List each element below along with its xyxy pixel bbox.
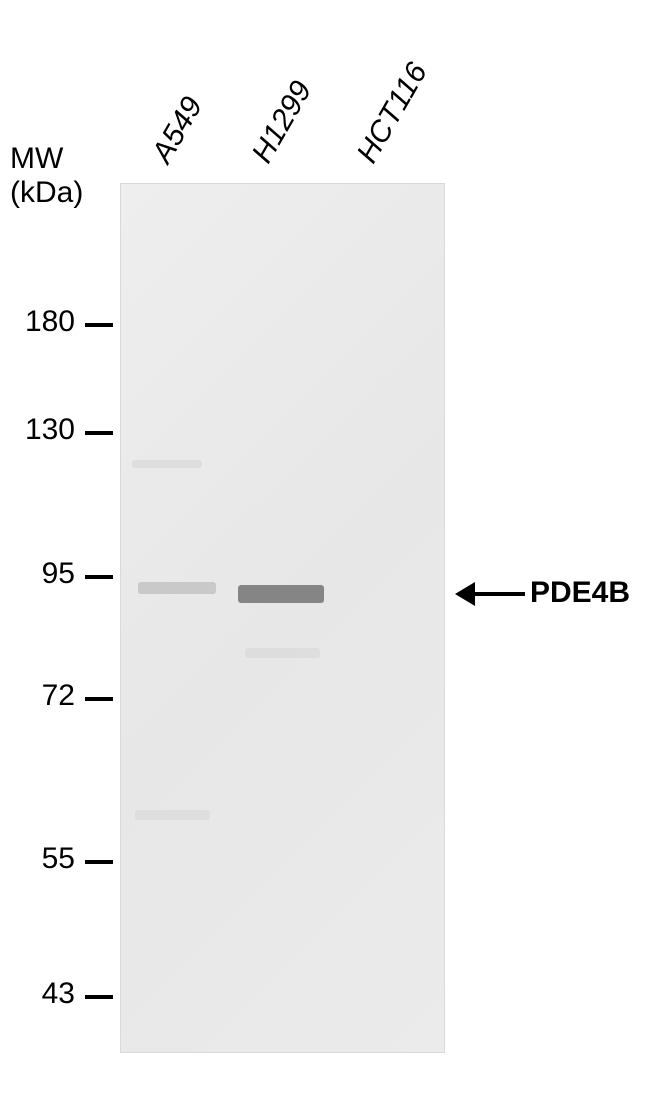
kda-text: (kDa) <box>10 176 83 210</box>
mw-marker-43: 43 <box>15 977 75 1011</box>
band-2 <box>132 460 202 468</box>
mw-marker-95: 95 <box>15 557 75 591</box>
tick-180 <box>85 323 113 327</box>
lane-label-hct116: HCT116 <box>351 57 435 169</box>
western-blot-figure: MW (kDa) A549 H1299 HCT116 180 130 95 72 55 4… <box>0 0 650 1112</box>
mw-text: MW <box>10 142 83 176</box>
pde4b-arrow <box>455 582 525 606</box>
band-3 <box>245 648 320 658</box>
mw-marker-55: 55 <box>15 842 75 876</box>
tick-72 <box>85 697 113 701</box>
arrow-head-icon <box>455 582 475 606</box>
tick-95 <box>85 575 113 579</box>
lane-label-a549: A549 <box>146 91 210 169</box>
lane-label-h1299: H1299 <box>246 75 320 169</box>
band-4 <box>135 810 210 820</box>
tick-55 <box>85 860 113 864</box>
protein-label-pde4b: PDE4B <box>530 576 630 610</box>
mw-marker-180: 180 <box>15 305 75 339</box>
blot-membrane <box>120 183 445 1053</box>
band-0 <box>138 582 216 594</box>
mw-marker-72: 72 <box>15 679 75 713</box>
mw-marker-130: 130 <box>15 413 75 447</box>
tick-43 <box>85 995 113 999</box>
band-1 <box>238 585 324 603</box>
arrow-line <box>475 592 525 596</box>
mw-header: MW (kDa) <box>10 142 83 210</box>
tick-130 <box>85 431 113 435</box>
